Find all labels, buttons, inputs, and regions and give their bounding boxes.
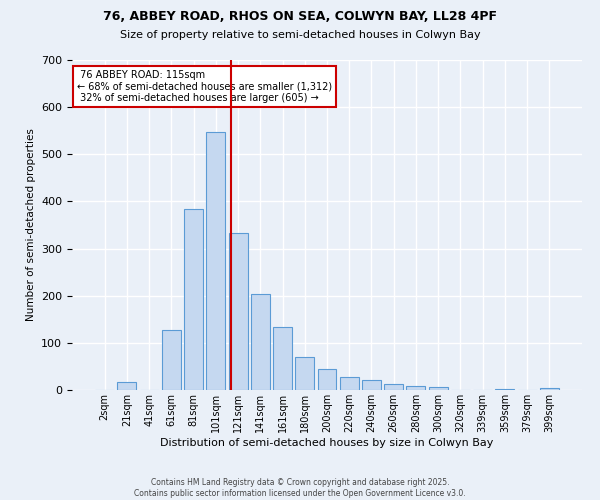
Bar — [340, 378, 359, 390]
Text: Contains HM Land Registry data © Crown copyright and database right 2025.
Contai: Contains HM Land Registry data © Crown c… — [134, 478, 466, 498]
Bar — [251, 294, 270, 390]
Y-axis label: Number of semi-detached properties: Number of semi-detached properties — [26, 128, 35, 322]
Bar — [384, 384, 403, 390]
Bar — [317, 370, 337, 390]
Bar — [295, 357, 314, 390]
Bar — [206, 132, 225, 390]
Text: 76 ABBEY ROAD: 115sqm
← 68% of semi-detached houses are smaller (1,312)
 32% of : 76 ABBEY ROAD: 115sqm ← 68% of semi-deta… — [77, 70, 332, 103]
Text: Size of property relative to semi-detached houses in Colwyn Bay: Size of property relative to semi-detach… — [119, 30, 481, 40]
X-axis label: Distribution of semi-detached houses by size in Colwyn Bay: Distribution of semi-detached houses by … — [160, 438, 494, 448]
Bar — [362, 380, 381, 390]
Bar — [229, 233, 248, 390]
Bar — [496, 388, 514, 390]
Bar — [184, 208, 203, 390]
Bar — [540, 388, 559, 390]
Text: 76, ABBEY ROAD, RHOS ON SEA, COLWYN BAY, LL28 4PF: 76, ABBEY ROAD, RHOS ON SEA, COLWYN BAY,… — [103, 10, 497, 23]
Bar — [273, 328, 292, 390]
Bar — [118, 382, 136, 390]
Bar — [406, 386, 425, 390]
Bar — [429, 387, 448, 390]
Bar — [162, 330, 181, 390]
